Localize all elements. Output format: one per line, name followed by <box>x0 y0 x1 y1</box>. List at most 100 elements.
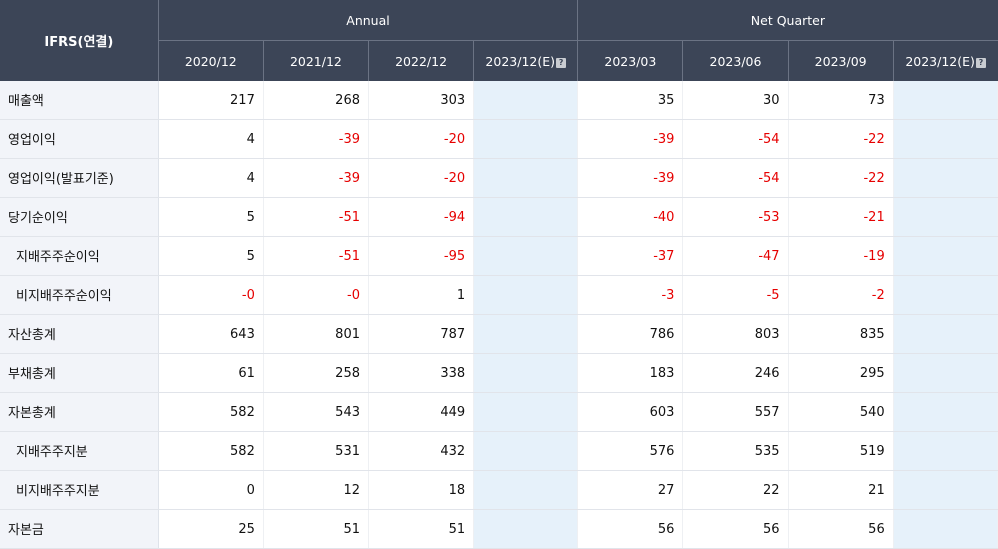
value-cell: -39 <box>577 119 684 159</box>
estimate-cell <box>473 509 579 549</box>
estimate-cell <box>893 431 998 471</box>
value-cell: 183 <box>577 353 684 393</box>
value-cell: 5 <box>158 197 264 237</box>
value-cell: 56 <box>788 509 894 549</box>
period-header: 2021/12 <box>263 40 370 81</box>
value-cell: 801 <box>263 314 370 354</box>
value-cell: 557 <box>682 392 789 432</box>
value-cell: -47 <box>682 236 789 276</box>
estimate-cell <box>473 81 579 120</box>
table-row: 지배주주지분 582 531 432 576 535 519 <box>0 431 998 471</box>
value-cell: -53 <box>682 197 789 237</box>
row-label: 지배주주지분 <box>0 431 159 471</box>
estimate-cell <box>893 275 998 315</box>
value-cell: 540 <box>788 392 894 432</box>
table-body: 매출액 217 268 303 35 30 73 영업이익 4 -39 -20 -39 -54 -22 영업… <box>0 81 998 549</box>
value-cell: 449 <box>368 392 475 432</box>
table-row: 매출액 217 268 303 35 30 73 <box>0 81 998 120</box>
estimate-cell <box>893 81 998 120</box>
estimate-cell <box>893 353 998 393</box>
value-cell: 12 <box>263 470 370 510</box>
estimate-cell <box>893 314 998 354</box>
table-row: 자산총계 643 801 787 786 803 835 <box>0 314 998 354</box>
value-cell: 786 <box>577 314 684 354</box>
estimate-cell <box>473 119 579 159</box>
value-cell: 268 <box>263 81 370 120</box>
value-cell: 303 <box>368 81 475 120</box>
value-cell: -51 <box>263 236 370 276</box>
value-cell: 603 <box>577 392 684 432</box>
value-cell: -3 <box>577 275 684 315</box>
estimate-cell <box>473 470 579 510</box>
estimate-cell <box>893 236 998 276</box>
question-icon[interactable]: ? <box>556 57 567 68</box>
table-row: 자본금 25 51 51 56 56 56 <box>0 509 998 549</box>
value-cell: -21 <box>788 197 894 237</box>
value-cell: 338 <box>368 353 475 393</box>
row-label: 영업이익(발표기준) <box>0 158 159 198</box>
value-cell: 56 <box>682 509 789 549</box>
value-cell: -20 <box>368 158 475 198</box>
value-cell: -39 <box>577 158 684 198</box>
value-cell: -39 <box>263 119 370 159</box>
value-cell: 5 <box>158 236 264 276</box>
row-label: 비지배주주순이익 <box>0 275 159 315</box>
estimate-cell <box>893 470 998 510</box>
value-cell: -19 <box>788 236 894 276</box>
period-header: 2022/12 <box>368 40 475 81</box>
value-cell: -22 <box>788 119 894 159</box>
estimate-cell <box>473 431 579 471</box>
value-cell: 535 <box>682 431 789 471</box>
value-cell: 0 <box>158 470 264 510</box>
value-cell: 803 <box>682 314 789 354</box>
value-cell: -54 <box>682 158 789 198</box>
value-cell: -94 <box>368 197 475 237</box>
estimate-cell <box>473 197 579 237</box>
value-cell: 543 <box>263 392 370 432</box>
table-row: 영업이익 4 -39 -20 -39 -54 -22 <box>0 119 998 159</box>
value-cell: -39 <box>263 158 370 198</box>
estimate-cell <box>893 158 998 198</box>
value-cell: 22 <box>682 470 789 510</box>
row-label: 지배주주순이익 <box>0 236 159 276</box>
corner-label: IFRS(연결) <box>0 0 159 81</box>
question-icon[interactable]: ? <box>975 57 986 68</box>
value-cell: 582 <box>158 392 264 432</box>
value-cell: 787 <box>368 314 475 354</box>
value-cell: 258 <box>263 353 370 393</box>
table-row: 비지배주주지분 0 12 18 27 22 21 <box>0 470 998 510</box>
row-label: 자본총계 <box>0 392 159 432</box>
value-cell: -0 <box>158 275 264 315</box>
value-cell: 217 <box>158 81 264 120</box>
period-header: 2023/09 <box>788 40 894 81</box>
value-cell: -5 <box>682 275 789 315</box>
value-cell: 1 <box>368 275 475 315</box>
row-label: 영업이익 <box>0 119 159 159</box>
value-cell: 576 <box>577 431 684 471</box>
value-cell: -51 <box>263 197 370 237</box>
value-cell: 18 <box>368 470 475 510</box>
estimate-cell <box>473 392 579 432</box>
period-header-estimate: 2023/12(E)? <box>473 40 579 81</box>
value-cell: -20 <box>368 119 475 159</box>
value-cell: 56 <box>577 509 684 549</box>
value-cell: -95 <box>368 236 475 276</box>
estimate-cell <box>893 392 998 432</box>
table-row: 당기순이익 5 -51 -94 -40 -53 -21 <box>0 197 998 237</box>
value-cell: -40 <box>577 197 684 237</box>
value-cell: -0 <box>263 275 370 315</box>
period-header: 2023/06 <box>682 40 789 81</box>
row-label: 자산총계 <box>0 314 159 354</box>
period-header: 2023/03 <box>577 40 684 81</box>
value-cell: 643 <box>158 314 264 354</box>
value-cell: 25 <box>158 509 264 549</box>
value-cell: 61 <box>158 353 264 393</box>
value-cell: 35 <box>577 81 684 120</box>
estimate-cell <box>473 236 579 276</box>
value-cell: 295 <box>788 353 894 393</box>
row-label: 비지배주주지분 <box>0 470 159 510</box>
period-header: 2020/12 <box>158 40 264 81</box>
period-header-estimate: 2023/12(E)? <box>893 40 998 81</box>
value-cell: 582 <box>158 431 264 471</box>
